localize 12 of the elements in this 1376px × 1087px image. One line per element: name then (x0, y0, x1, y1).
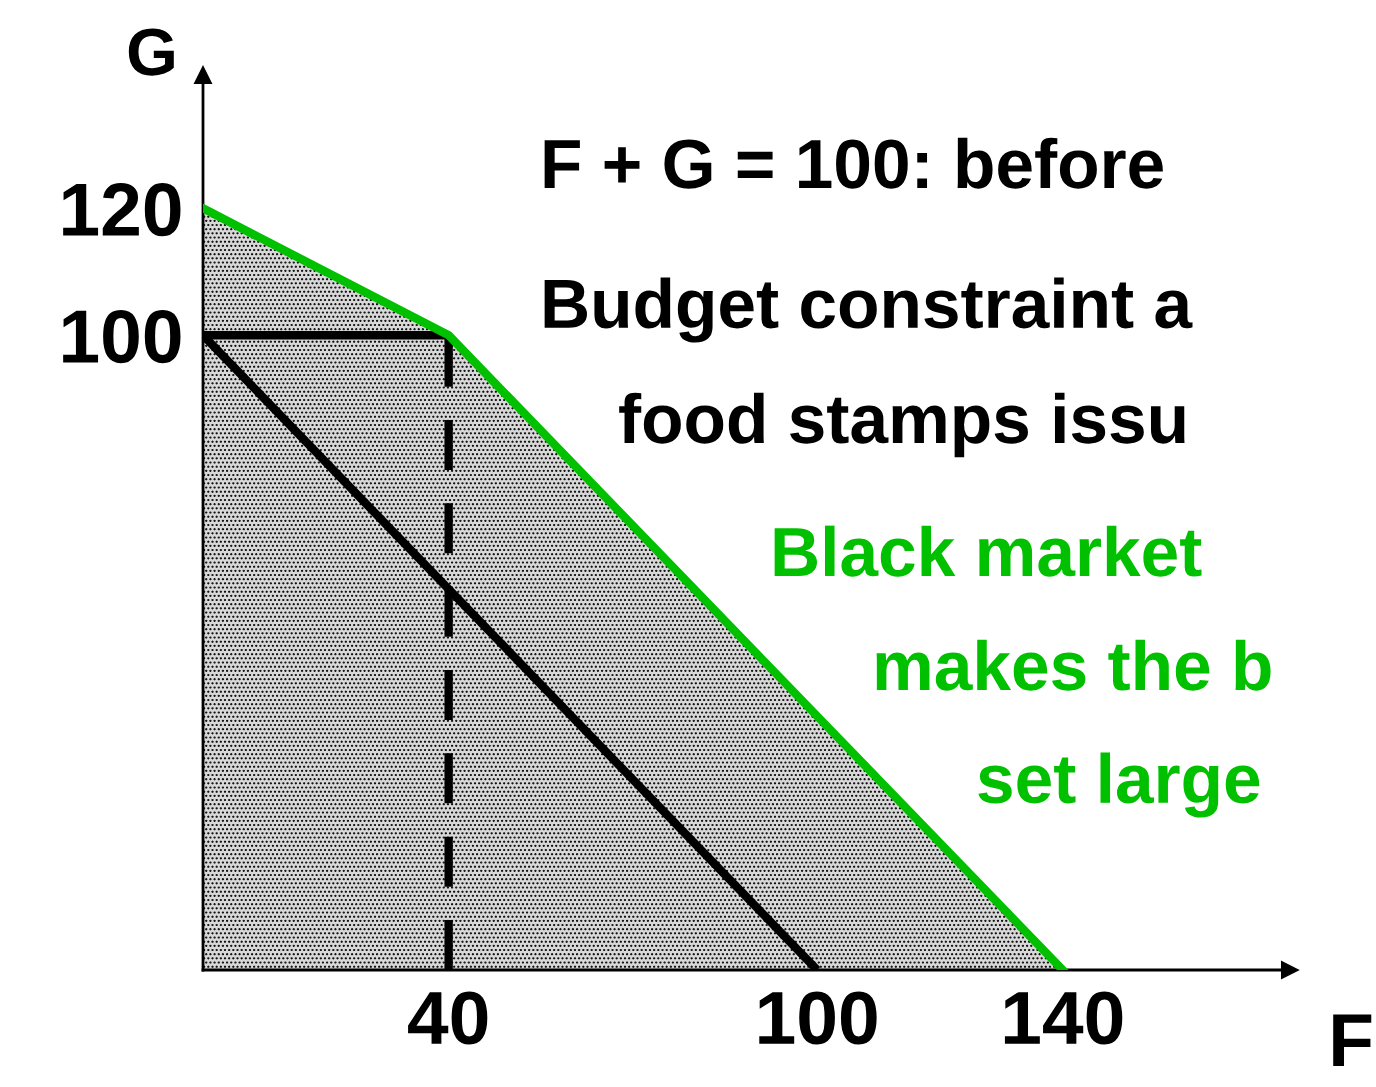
x-tick-label: 40 (408, 991, 488, 1045)
y-axis-title: G (128, 28, 174, 76)
annotation: Black market (774, 525, 1202, 577)
y-tick-label: 120 (63, 183, 181, 237)
annotation: Budget constraint a (544, 277, 1193, 343)
x-tick-label: 100 (759, 991, 877, 1045)
annotation: set large (978, 752, 1260, 818)
annotation: F + G = 100: before (544, 137, 1163, 189)
x-tick-label: 140 (1004, 991, 1123, 1045)
annotation: makes the b (876, 639, 1271, 691)
annotation: food stamps issu (619, 392, 1185, 458)
x-axis-title: F (1333, 1014, 1372, 1066)
